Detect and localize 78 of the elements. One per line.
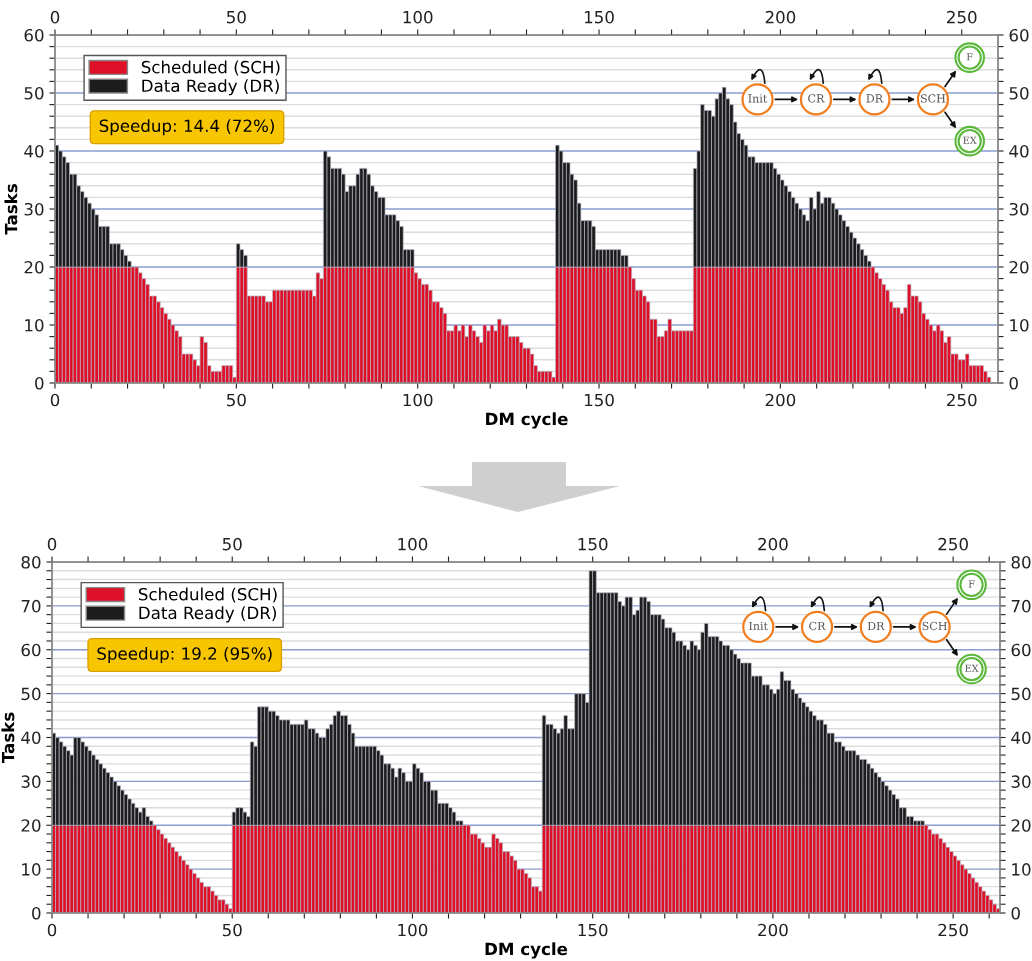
- y2-tick-label: 30: [1011, 775, 1031, 788]
- y-tick-label: 80: [21, 555, 41, 569]
- annotation: DR: [867, 621, 885, 630]
- y2-tick-label: 20: [1011, 819, 1031, 832]
- annotation: Init: [748, 94, 768, 103]
- x2-tick-label: 200: [758, 537, 788, 551]
- annotation: DR: [866, 94, 884, 103]
- y2-tick-label: 50: [1009, 86, 1029, 100]
- y-tick-label: 0: [35, 376, 44, 390]
- x2-tick-label: 200: [765, 10, 796, 24]
- x2-tick-label: 100: [403, 10, 433, 24]
- y2-tick-label: 50: [1011, 687, 1031, 701]
- annotation: EX: [965, 664, 979, 672]
- y2-tick-label: 70: [1011, 599, 1031, 613]
- x-tick-label: 150: [584, 393, 614, 407]
- annotation: CR: [809, 621, 826, 631]
- annotation: Speedup: 14.4 (72%): [99, 119, 274, 136]
- x2-tick-label: 100: [398, 537, 428, 551]
- legend-label: Scheduled (SCH): [141, 60, 280, 76]
- y-tick-label: 50: [21, 687, 41, 701]
- x2-tick-label: 0: [47, 537, 57, 551]
- x2-tick-label: 150: [578, 537, 608, 551]
- y2-tick-label: 20: [1009, 260, 1029, 274]
- x-tick-label: 0: [47, 923, 57, 937]
- annotation: F: [966, 53, 973, 61]
- x2-tick-label: 250: [947, 10, 977, 24]
- y2-tick-label: 60: [1009, 28, 1029, 42]
- y2-tick-label: 0: [1009, 376, 1018, 390]
- y-tick-label: 60: [24, 28, 44, 42]
- y2-tick-label: 0: [1011, 906, 1020, 920]
- x2-tick-label: 150: [584, 10, 614, 24]
- y2-tick-label: 40: [1011, 731, 1031, 745]
- x-tick-label: 200: [765, 393, 796, 407]
- x-tick-label: 150: [578, 923, 608, 937]
- legend-label: Data Ready (DR): [139, 606, 276, 623]
- y2-tick-label: 80: [1011, 555, 1031, 569]
- x-tick-label: 250: [947, 393, 977, 407]
- annotation: EX: [963, 136, 977, 144]
- legend-label: Data Ready (DR): [142, 79, 279, 96]
- y-tick-label: 20: [24, 260, 44, 274]
- y-tick-label: 40: [24, 144, 44, 158]
- annotation: F: [968, 580, 975, 588]
- x2-tick-label: 250: [938, 537, 968, 551]
- annotation: CR: [808, 94, 825, 103]
- y-tick-label: 60: [21, 643, 41, 657]
- x-tick-label: 50: [222, 923, 242, 937]
- y2-tick-label: 10: [1010, 318, 1029, 332]
- x2-tick-label: 0: [50, 10, 60, 24]
- y-axis-title: Tasks: [1, 712, 15, 764]
- x-tick-label: 100: [398, 923, 428, 937]
- y-tick-label: 30: [21, 775, 41, 788]
- y2-tick-label: 10: [1012, 863, 1031, 876]
- y-tick-label: 10: [22, 863, 41, 876]
- y2-tick-label: 40: [1009, 144, 1029, 158]
- x-tick-label: 200: [758, 923, 788, 937]
- x-tick-label: 100: [403, 393, 433, 407]
- x-tick-label: 250: [938, 923, 968, 937]
- x2-tick-label: 50: [222, 537, 242, 551]
- y2-tick-label: 30: [1009, 202, 1029, 216]
- annotation: Init: [749, 621, 768, 631]
- y-tick-label: 40: [21, 731, 41, 745]
- y-tick-label: 70: [21, 599, 41, 613]
- y-axis-title: Tasks: [4, 184, 18, 235]
- x-tick-label: 0: [50, 393, 60, 407]
- x-tick-label: 50: [227, 393, 246, 407]
- y-tick-label: 0: [32, 906, 41, 920]
- annotation: SCH: [920, 94, 946, 103]
- x2-tick-label: 50: [227, 10, 246, 24]
- y2-tick-label: 60: [1011, 643, 1031, 657]
- y-tick-label: 10: [25, 318, 44, 332]
- y-tick-label: 20: [21, 819, 41, 832]
- x-axis-title: DM cycle: [486, 412, 568, 429]
- annotation: SCH: [922, 621, 947, 631]
- annotation: Speedup: 19.2 (95%): [97, 646, 272, 664]
- y-tick-label: 30: [24, 202, 44, 216]
- x-axis-title: DM cycle: [485, 942, 568, 959]
- y-tick-label: 50: [24, 86, 44, 100]
- legend-label: Scheduled (SCH): [138, 587, 277, 603]
